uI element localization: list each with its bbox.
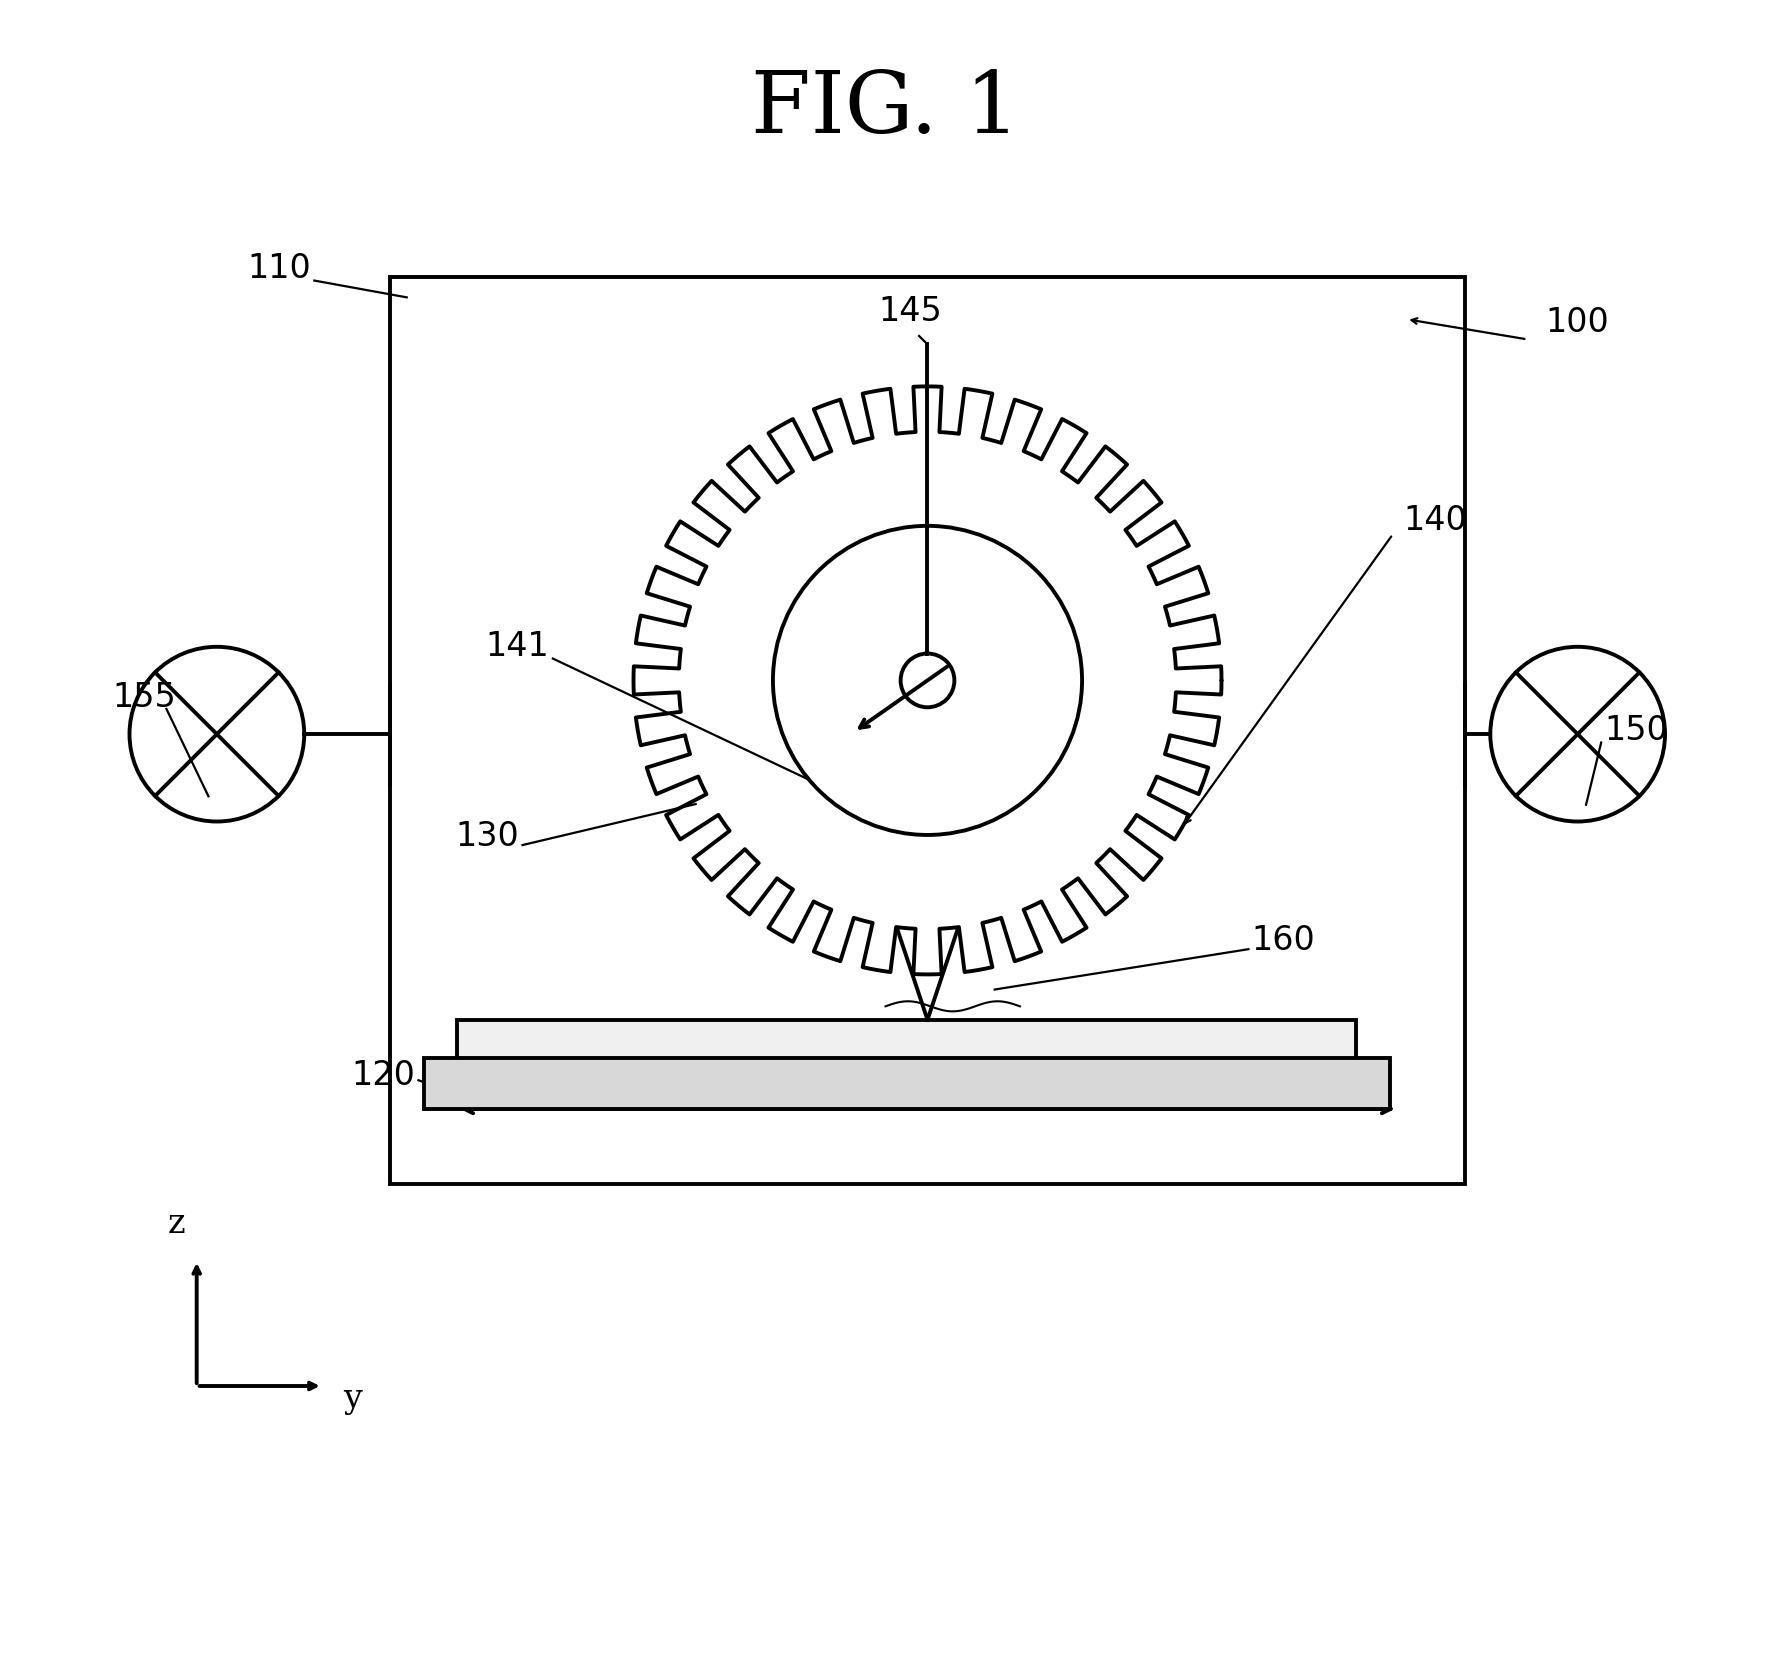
Text: FIG. 1: FIG. 1	[751, 67, 1020, 151]
Bar	[390, 277, 1465, 1184]
Text: z: z	[168, 1208, 186, 1240]
Text: 145: 145	[878, 294, 942, 328]
Bar	[457, 1020, 1357, 1062]
Text: 160: 160	[1252, 924, 1316, 958]
Text: 110: 110	[248, 252, 312, 286]
Text: 150: 150	[1605, 714, 1668, 748]
Text: 130: 130	[455, 820, 519, 853]
Text: y: y	[344, 1383, 361, 1416]
Text: 155: 155	[113, 680, 177, 714]
Bar	[423, 1058, 1390, 1109]
Text: 140: 140	[1403, 504, 1466, 538]
Text: 141: 141	[485, 630, 549, 664]
Text: 120: 120	[351, 1058, 414, 1092]
Text: 100: 100	[1546, 306, 1610, 339]
